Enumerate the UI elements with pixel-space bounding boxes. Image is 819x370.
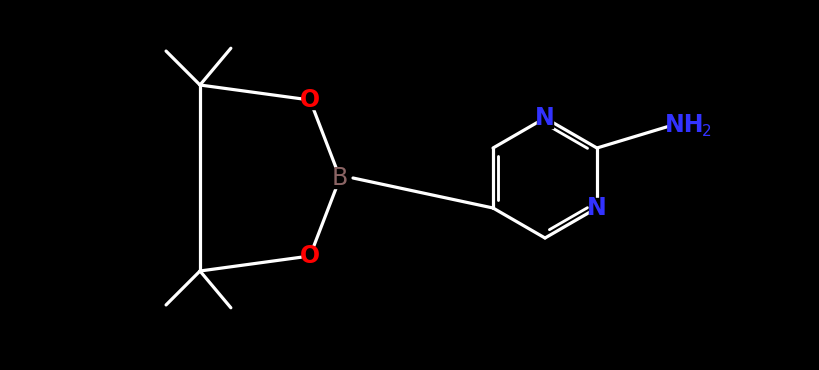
Bar [537, 108, 553, 128]
Bar [302, 91, 318, 109]
Bar [670, 115, 712, 135]
Text: N: N [587, 196, 607, 220]
Text: O: O [300, 244, 320, 268]
Bar [302, 247, 318, 265]
Text: N: N [535, 106, 555, 130]
Text: B: B [332, 166, 348, 190]
Text: O: O [300, 88, 320, 112]
Text: 2: 2 [702, 124, 712, 138]
Bar [589, 198, 605, 218]
Bar [331, 168, 349, 188]
Text: NH: NH [665, 113, 705, 137]
